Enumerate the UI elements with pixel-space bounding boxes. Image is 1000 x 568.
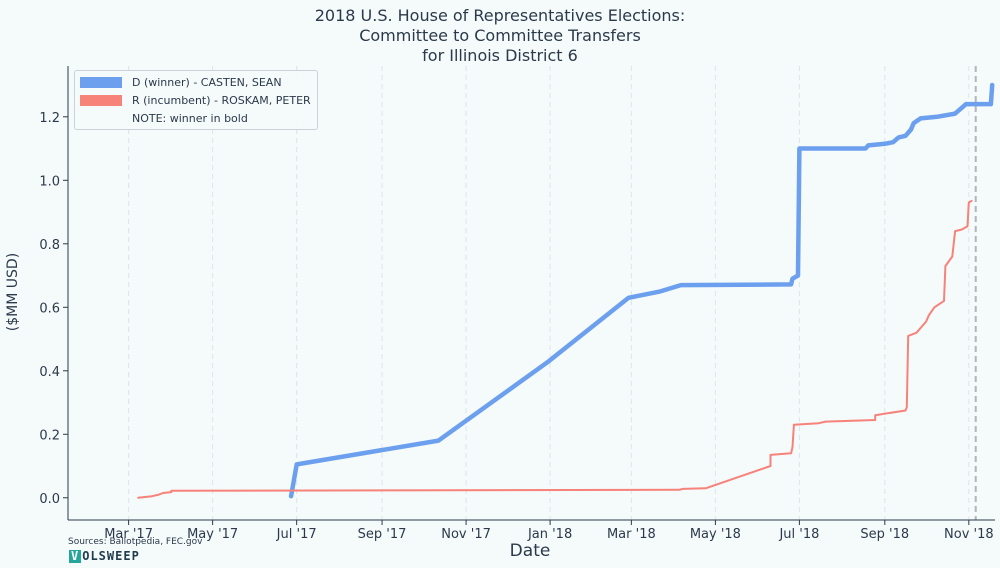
y-tick-label: 0.4 <box>39 365 60 380</box>
y-axis-ticks: 0.0 0.2 0.4 0.6 0.8 1.0 1.2 <box>39 111 68 507</box>
legend-note: NOTE: winner in bold <box>80 111 248 125</box>
y-tick-label: 1.0 <box>39 174 60 189</box>
y-tick-label: 0.8 <box>39 238 60 253</box>
x-tick-label: Jul '17 <box>276 527 317 542</box>
volsweep-logo: V OLSWEEP <box>69 549 140 563</box>
y-tick-label: 0.6 <box>39 301 60 316</box>
logo-text: OLSWEEP <box>82 549 140 563</box>
x-tick-label: Nov '17 <box>441 527 491 542</box>
x-axis-ticks: Mar '17 May '17 Jul '17 Sep '17 Nov '17 Jan '… <box>104 520 993 542</box>
x-tick-label: Nov '18 <box>944 527 994 542</box>
chart-title-line: 2018 U.S. House of Representatives Elect… <box>0 6 1000 26</box>
logo-mark: V <box>69 550 81 563</box>
y-axis-label-line: ($MM USD) <box>5 204 22 381</box>
legend-swatch-dem <box>80 77 122 88</box>
legend-note-text: NOTE: winner in bold <box>132 112 248 125</box>
legend: D (winner) - CASTEN, SEAN R (incumbent) … <box>74 70 318 130</box>
y-axis-label-text: Cumulative contributions ($MM USD) <box>0 204 22 381</box>
x-tick-label: Sep '18 <box>860 527 909 542</box>
y-tick-label: 1.2 <box>39 111 60 126</box>
y-tick-label: 0.0 <box>39 492 60 507</box>
chart-title-line: for Illinois District 6 <box>0 46 1000 66</box>
y-tick-label: 0.2 <box>39 428 60 443</box>
plot-area <box>68 66 995 520</box>
chart-title: 2018 U.S. House of Representatives Elect… <box>0 6 1000 66</box>
legend-label-dem: D (winner) - CASTEN, SEAN <box>132 76 282 89</box>
sources-note: Sources: Ballotpedia, FEC.gov <box>68 537 202 547</box>
x-tick-label: Jan '18 <box>527 527 572 542</box>
legend-swatch-rep <box>80 95 122 106</box>
x-tick-label: Jul '18 <box>778 527 819 542</box>
x-tick-label: Sep '17 <box>358 527 407 542</box>
x-axis-label: Date <box>510 541 551 561</box>
legend-entry-dem: D (winner) - CASTEN, SEAN <box>80 75 282 89</box>
chart-title-line: Committee to Committee Transfers <box>0 26 1000 46</box>
legend-entry-rep: R (incumbent) - ROSKAM, PETER <box>80 93 311 107</box>
legend-label-rep: R (incumbent) - ROSKAM, PETER <box>132 94 311 107</box>
x-tick-label: Mar '18 <box>607 527 656 542</box>
x-tick-label: May '18 <box>690 527 741 542</box>
